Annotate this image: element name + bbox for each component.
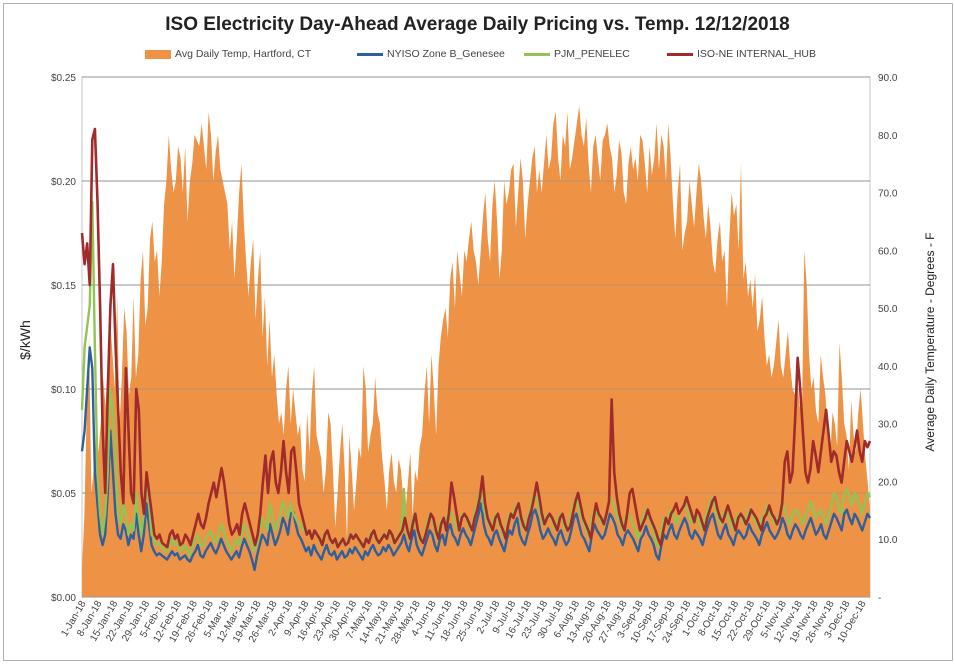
chart-title: ISO Electricity Day-Ahead Average Daily … bbox=[165, 14, 790, 35]
y2-tick-label: 30.0 bbox=[878, 420, 898, 431]
y2-tick-label: - bbox=[878, 593, 881, 604]
y-axis-label: $/kWh bbox=[17, 320, 33, 360]
temp-area bbox=[82, 105, 870, 597]
legend-swatch-isone bbox=[667, 52, 693, 56]
legend-label-pjm: PJM_PENELEC bbox=[554, 48, 630, 60]
legend-item-isone: ISO-NE INTERNAL_HUB bbox=[667, 48, 816, 60]
legend-item-pjm: PJM_PENELEC bbox=[524, 48, 630, 60]
y-tick-label: $0.20 bbox=[51, 177, 76, 188]
legend: Avg Daily Temp, Hartford, CT NYISO Zone … bbox=[0, 48, 955, 64]
price-lines-layer bbox=[80, 127, 872, 572]
y-tick-label: $0.15 bbox=[51, 281, 76, 292]
y-tick-label: $0.05 bbox=[51, 489, 76, 500]
legend-item-nyiso: NYISO Zone B_Genesee bbox=[357, 48, 505, 60]
y2-tick-label: 40.0 bbox=[878, 362, 898, 373]
legend-item-temp: Avg Daily Temp, Hartford, CT bbox=[145, 48, 311, 60]
y2-tick-label: 10.0 bbox=[878, 535, 898, 546]
y-tick-label: $0.00 bbox=[51, 593, 76, 604]
legend-label-isone: ISO-NE INTERNAL_HUB bbox=[697, 48, 817, 60]
y2-tick-label: 50.0 bbox=[878, 304, 898, 315]
y-tick-label: $0.25 bbox=[51, 73, 76, 84]
y2-tick-label: 60.0 bbox=[878, 246, 898, 257]
legend-swatch-temp bbox=[145, 49, 171, 59]
y2-axis-label: Average Daily Temperature - Degrees - F bbox=[923, 233, 937, 452]
y2-tick-label: 20.0 bbox=[878, 477, 898, 488]
legend-label-temp: Avg Daily Temp, Hartford, CT bbox=[175, 48, 312, 60]
legend-label-nyiso: NYISO Zone B_Genesee bbox=[387, 48, 505, 60]
series-line-isone bbox=[80, 127, 872, 549]
y2-tick-label: 70.0 bbox=[878, 189, 898, 200]
legend-swatch-nyiso bbox=[357, 52, 383, 56]
y-tick-label: $0.10 bbox=[51, 385, 76, 396]
y2-tick-label: 80.0 bbox=[878, 131, 898, 142]
legend-swatch-pjm bbox=[524, 52, 550, 56]
y2-tick-label: 90.0 bbox=[878, 73, 898, 84]
temp-area-layer bbox=[82, 76, 870, 598]
series-line-nyiso bbox=[80, 346, 872, 572]
